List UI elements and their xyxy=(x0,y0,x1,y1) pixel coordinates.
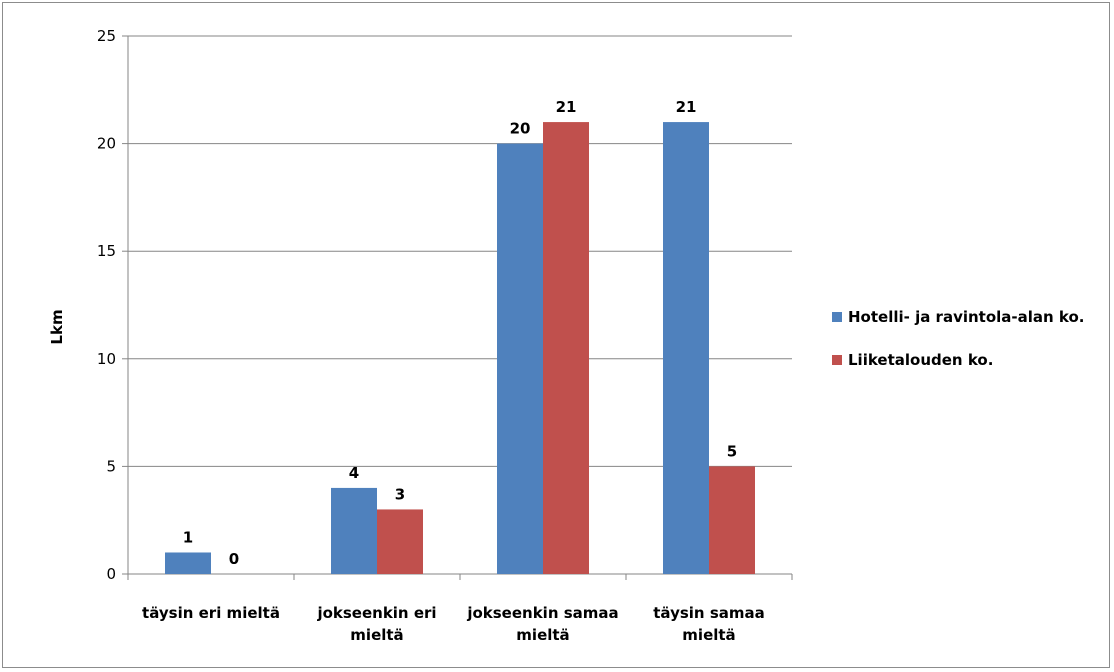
bar xyxy=(497,143,543,574)
bar xyxy=(165,552,211,574)
x-tick-label: täysin samaa mieltä xyxy=(653,604,765,644)
y-tick-label: 10 xyxy=(97,350,116,368)
y-tick-label: 15 xyxy=(97,242,116,260)
legend: Hotelli- ja ravintola-alan ko. Liiketalou… xyxy=(832,308,1085,369)
x-tick-label: jokseenkin eri mieltä xyxy=(316,604,436,644)
legend-label: Liiketalouden ko. xyxy=(848,351,993,369)
legend-swatch xyxy=(832,355,842,365)
data-label: 3 xyxy=(395,485,405,503)
y-tick-label: 20 xyxy=(97,135,116,153)
data-label: 21 xyxy=(676,98,697,116)
bar xyxy=(377,509,423,574)
bar xyxy=(709,466,755,574)
legend-swatch xyxy=(832,312,842,322)
bar xyxy=(543,122,589,574)
x-tick-label: jokseenkin samaa mieltä xyxy=(466,604,618,644)
x-tick-label: täysin eri mieltä xyxy=(142,604,280,622)
bar xyxy=(331,487,377,574)
data-label: 0 xyxy=(229,550,239,568)
y-tick-label: 0 xyxy=(106,565,116,583)
data-label: 5 xyxy=(727,442,737,460)
data-label: 21 xyxy=(556,98,577,116)
data-label: 20 xyxy=(510,120,531,138)
y-tick-label: 5 xyxy=(106,457,116,475)
data-label: 1 xyxy=(183,528,193,546)
legend-label: Hotelli- ja ravintola-alan ko. xyxy=(848,308,1085,326)
bars xyxy=(165,122,755,574)
bar xyxy=(663,122,709,574)
data-labels: 1 0 4 3 20 21 21 5 xyxy=(183,98,737,568)
y-axis-title: Lkm xyxy=(48,309,66,344)
data-label: 4 xyxy=(349,464,359,482)
y-tick-label: 25 xyxy=(97,27,116,45)
